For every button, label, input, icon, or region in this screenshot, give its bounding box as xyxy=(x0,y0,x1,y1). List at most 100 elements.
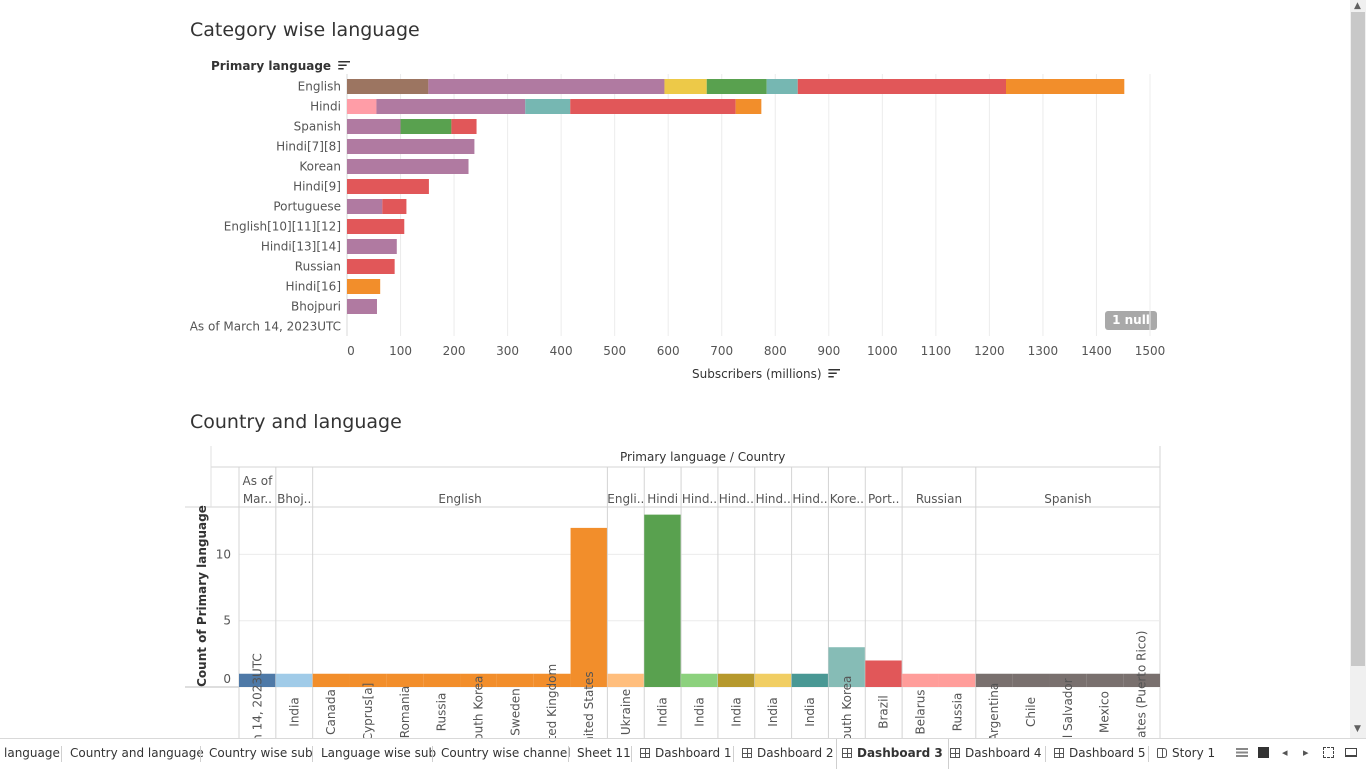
tab-dashboard-2[interactable]: Dashboard 2 xyxy=(738,739,839,769)
chart2-bar[interactable] xyxy=(312,673,350,687)
chart1-title: Category wise language xyxy=(190,19,420,41)
chart2-bar[interactable] xyxy=(975,673,1013,687)
chart1-bar-segment[interactable] xyxy=(347,219,405,234)
presentation-mode-icon[interactable] xyxy=(1345,745,1357,760)
next-tab-icon[interactable]: ▸ xyxy=(1303,746,1309,759)
chart2-bar[interactable] xyxy=(460,673,497,687)
chart2-bar[interactable] xyxy=(865,660,903,687)
dashboard-charts-svg: 0 100 200 300 400 500 600 700 800 900 1000 1100 1200… xyxy=(185,74,1165,738)
fullscreen-icon[interactable] xyxy=(1323,745,1334,761)
slide-view-icon[interactable] xyxy=(1258,745,1269,761)
chart1-bar-segment[interactable] xyxy=(570,99,736,114)
chart1-bar-segment[interactable] xyxy=(347,259,395,274)
null-indicator-badge[interactable]: 1 null xyxy=(1105,311,1157,330)
chart1-bar-segment[interactable] xyxy=(376,99,526,114)
chart1-bar-segment[interactable] xyxy=(400,119,452,134)
chart2-bar[interactable] xyxy=(902,673,939,687)
chart2-bar[interactable] xyxy=(1086,673,1124,687)
chart1-x-tick-label: 500 xyxy=(603,344,626,358)
tab-dashboard-1[interactable]: Dashboard 1 xyxy=(636,739,737,769)
chart2-bar[interactable] xyxy=(239,673,276,687)
scrollbar-thumb[interactable] xyxy=(1351,12,1365,666)
chart1-y-tick-label: Russian xyxy=(295,260,341,274)
chart2-bar[interactable] xyxy=(828,647,866,687)
chart1-bar-segment[interactable] xyxy=(347,199,383,214)
chart1-bar-segment[interactable] xyxy=(428,79,665,94)
chart2-bar[interactable] xyxy=(754,673,792,687)
tab-list-icon[interactable] xyxy=(1236,745,1248,760)
chart1-bar-segment[interactable] xyxy=(525,99,571,114)
chart2-bar[interactable] xyxy=(423,673,461,687)
chart1-bar-segment[interactable] xyxy=(347,179,429,194)
tab-label: Country wise channel xyxy=(441,746,571,760)
chart1-xlabel: Subscribers (millions) xyxy=(692,367,822,381)
chart1-bar-segment[interactable] xyxy=(347,119,401,134)
chart2-bar[interactable] xyxy=(1123,673,1160,687)
tab-country-wise-channel[interactable]: Country wise channel xyxy=(437,739,576,769)
chart1-bar-segment[interactable] xyxy=(347,99,377,114)
chart2-bar[interactable] xyxy=(1049,673,1087,687)
chart1-bar-segment[interactable] xyxy=(766,79,798,94)
tab-label: Country wise sub xyxy=(209,746,313,760)
chart1-x-tick-label: 1100 xyxy=(921,344,952,358)
chart2-bar[interactable] xyxy=(349,673,387,687)
chart1-bar-segment[interactable] xyxy=(347,159,469,174)
chart1-y-tick-label: Hindi[9] xyxy=(293,180,341,194)
chart1-y-header[interactable]: Primary language xyxy=(211,59,351,73)
chart1-bar-segment[interactable] xyxy=(347,299,377,314)
tab-language[interactable]: language xyxy=(0,739,65,769)
chart1-bar-segment[interactable] xyxy=(347,139,475,154)
chart1-bar-segment[interactable] xyxy=(347,79,429,94)
chart2-country-label: Sweden xyxy=(508,688,522,735)
chart2-bar[interactable] xyxy=(607,673,645,687)
chart2-bar[interactable] xyxy=(570,527,608,687)
chart1-bar-segment[interactable] xyxy=(451,119,477,134)
sort-icon[interactable] xyxy=(338,61,351,70)
chart1-bar-segment[interactable] xyxy=(1005,79,1125,94)
tab-dashboard-3[interactable]: Dashboard 3 xyxy=(836,739,949,769)
chart1-bar-segment[interactable] xyxy=(706,79,767,94)
tab-dashboard-5[interactable]: Dashboard 5 xyxy=(1050,739,1151,769)
chart1-x-tick-label: 800 xyxy=(764,344,787,358)
tab-country-and-language[interactable]: Country and language xyxy=(66,739,209,769)
chart1-x-tick-label: 1000 xyxy=(867,344,898,358)
chart2-group-header-label: English xyxy=(438,492,481,506)
chart2-country-label: India xyxy=(766,697,780,726)
chart1-bar-segment[interactable] xyxy=(347,279,381,294)
tab-separator xyxy=(312,746,313,762)
chart2-group-header-label: Spanish xyxy=(1044,492,1091,506)
chart2-bar[interactable] xyxy=(717,673,755,687)
chart2-bar[interactable] xyxy=(1012,673,1050,687)
scroll-up-icon[interactable]: ▲ xyxy=(1354,1,1361,11)
scroll-down-icon[interactable]: ▼ xyxy=(1354,724,1361,734)
tab-country-wise-sub[interactable]: Country wise sub xyxy=(205,739,318,769)
chart2-bar[interactable] xyxy=(386,673,424,687)
tab-sheet-11[interactable]: Sheet 11 xyxy=(573,739,636,769)
chart2-bar[interactable] xyxy=(275,673,313,687)
chart2-bar[interactable] xyxy=(533,673,571,687)
chart2-group-header-label: Hind.. xyxy=(792,492,827,506)
chart2-bar[interactable] xyxy=(791,673,829,687)
chart2-bar[interactable] xyxy=(644,514,682,687)
chart1-x-header[interactable]: Subscribers (millions) xyxy=(692,367,841,381)
chart1-x-tick-label: 900 xyxy=(817,344,840,358)
sort-icon[interactable] xyxy=(828,369,841,378)
chart1-bar-segment[interactable] xyxy=(664,79,707,94)
chart1-bar-segment[interactable] xyxy=(382,199,407,214)
chart2-bar[interactable] xyxy=(496,673,534,687)
chart1-x-tick-label: 300 xyxy=(496,344,519,358)
chart2-country-label: March 14, 2023UTC xyxy=(250,653,264,738)
chart1-x-tick-label: 1300 xyxy=(1028,344,1059,358)
previous-tab-icon[interactable]: ◂ xyxy=(1282,746,1288,759)
chart2-bar[interactable] xyxy=(938,673,976,687)
tab-story-1[interactable]: Story 1 xyxy=(1153,739,1220,769)
chart2-bar[interactable] xyxy=(681,673,718,687)
chart1-bar-segment[interactable] xyxy=(797,79,1006,94)
tab-dashboard-4[interactable]: Dashboard 4 xyxy=(946,739,1047,769)
chart1-bar-segment[interactable] xyxy=(735,99,762,114)
chart2-country-label: Cyprus[a] xyxy=(361,683,375,738)
tab-language-wise-sub[interactable]: Language wise sub xyxy=(317,739,441,769)
tab-label: language xyxy=(4,746,60,760)
tab-separator xyxy=(1148,746,1149,762)
chart1-bar-segment[interactable] xyxy=(347,239,397,254)
